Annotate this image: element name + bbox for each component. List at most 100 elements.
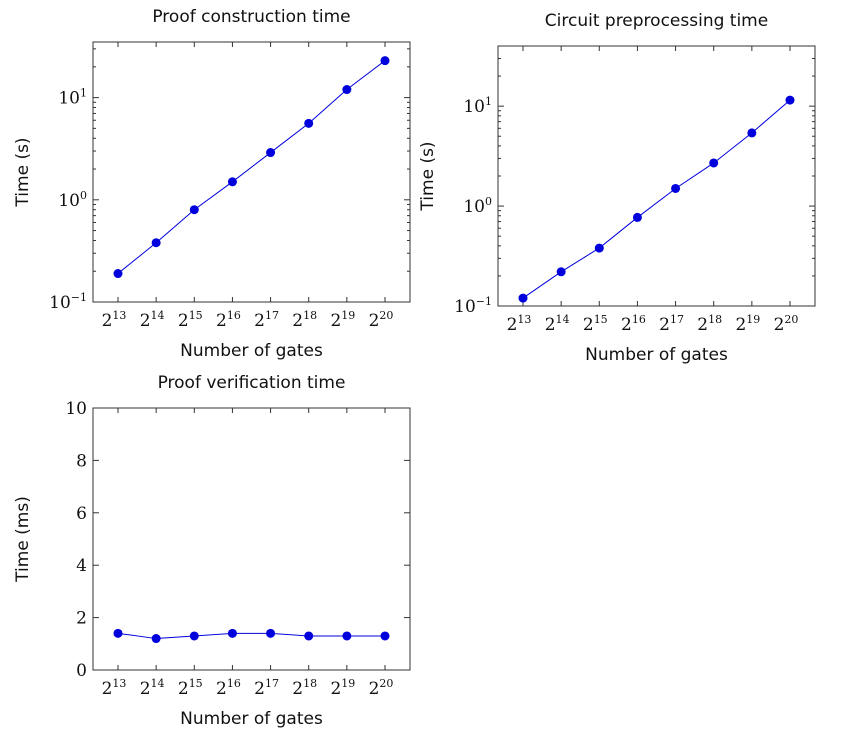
data-point [304,118,314,128]
x-tick-base: 2 [621,315,632,335]
x-tick-label: 216 [621,313,646,335]
x-tick-base: 2 [292,679,303,699]
x-tick-label: 220 [774,313,799,335]
y-tick-exponent: 0 [485,195,492,208]
x-tick-label: 217 [659,313,684,335]
x-tick-label: 216 [216,677,241,699]
data-point [113,628,123,638]
x-tick-base: 2 [545,315,556,335]
x-tick-base: 2 [254,679,265,699]
x-tick-base: 2 [330,311,341,331]
data-point [266,148,276,158]
y-tick-label: 8 [76,451,87,471]
chart-title: Proof verification time [158,373,346,393]
y-tick-label: 10−1 [49,291,87,313]
x-tick-base: 2 [178,311,189,331]
x-tick-exponent: 18 [708,313,722,326]
x-tick-label: 218 [292,677,317,699]
x-tick-base: 2 [697,315,708,335]
data-point [189,631,199,641]
x-tick-exponent: 17 [265,677,279,690]
x-tick-label: 217 [254,677,279,699]
x-tick-exponent: 14 [556,313,570,326]
x-tick-base: 2 [292,311,303,331]
x-tick-base: 2 [216,311,227,331]
x-tick-base: 2 [507,315,518,335]
data-point [189,205,199,215]
y-tick-label: 101 [58,87,87,109]
x-tick-label: 218 [292,309,317,331]
x-tick-base: 2 [774,315,785,335]
data-point [151,238,161,248]
x-tick-exponent: 17 [670,313,684,326]
data-point [594,243,604,253]
x-tick-exponent: 19 [341,309,355,322]
data-point [304,631,314,641]
data-point [556,267,566,277]
x-tick-exponent: 13 [517,313,531,326]
x-tick-exponent: 20 [379,309,393,322]
y-tick-text: 8 [76,451,87,471]
x-tick-exponent: 14 [151,677,165,690]
data-point [747,128,757,138]
x-tick-label: 214 [545,313,570,335]
x-tick-label: 215 [178,677,203,699]
y-tick-text: 4 [76,556,87,576]
x-tick-exponent: 20 [784,313,798,326]
y-axis-label: Time (s) [418,141,438,211]
x-tick-exponent: 14 [151,309,165,322]
x-tick-label: 219 [330,309,355,331]
x-tick-base: 2 [102,311,113,331]
data-point [342,631,352,641]
plot-frame [497,45,816,307]
x-tick-exponent: 16 [632,313,646,326]
series-line [117,632,385,640]
data-point [151,634,161,644]
y-tick-text: 6 [76,504,87,524]
x-tick-label: 214 [140,677,165,699]
chart-title: Circuit preprocessing time [545,11,768,31]
x-tick-base: 2 [583,315,594,335]
x-tick-exponent: 19 [341,677,355,690]
x-tick-exponent: 16 [227,677,241,690]
data-point [632,212,642,222]
y-tick-label: 6 [76,504,87,524]
x-tick-base: 2 [140,311,151,331]
y-tick-label: 100 [58,189,87,211]
x-tick-exponent: 20 [379,677,393,690]
data-point [709,158,719,168]
x-tick-exponent: 19 [746,313,760,326]
y-tick-base: 10 [463,97,485,117]
x-tick-label: 217 [254,309,279,331]
y-tick-exponent: 1 [80,87,87,100]
x-tick-exponent: 18 [303,677,317,690]
x-tick-base: 2 [102,679,113,699]
x-axis-label: Number of gates [585,345,728,365]
x-tick-exponent: 15 [189,309,203,322]
x-tick-base: 2 [216,679,227,699]
y-tick-text: 2 [76,609,87,629]
y-tick-label: 10 [65,399,87,419]
y-tick-exponent: −1 [71,291,87,304]
x-tick-exponent: 18 [303,309,317,322]
data-point [671,183,681,193]
x-tick-exponent: 17 [265,309,279,322]
x-tick-exponent: 15 [189,677,203,690]
x-tick-base: 2 [178,679,189,699]
y-tick-base: 10 [49,293,71,313]
y-tick-exponent: 1 [485,95,492,108]
y-tick-base: 10 [463,197,485,217]
y-tick-base: 10 [58,89,80,109]
data-point [227,628,237,638]
y-tick-exponent: 0 [80,189,87,202]
y-tick-base: 10 [454,297,476,317]
x-tick-exponent: 15 [594,313,608,326]
y-tick-label: 100 [463,195,492,217]
y-tick-exponent: −1 [476,295,492,308]
y-tick-text: 10 [65,399,87,419]
x-tick-exponent: 13 [112,309,126,322]
